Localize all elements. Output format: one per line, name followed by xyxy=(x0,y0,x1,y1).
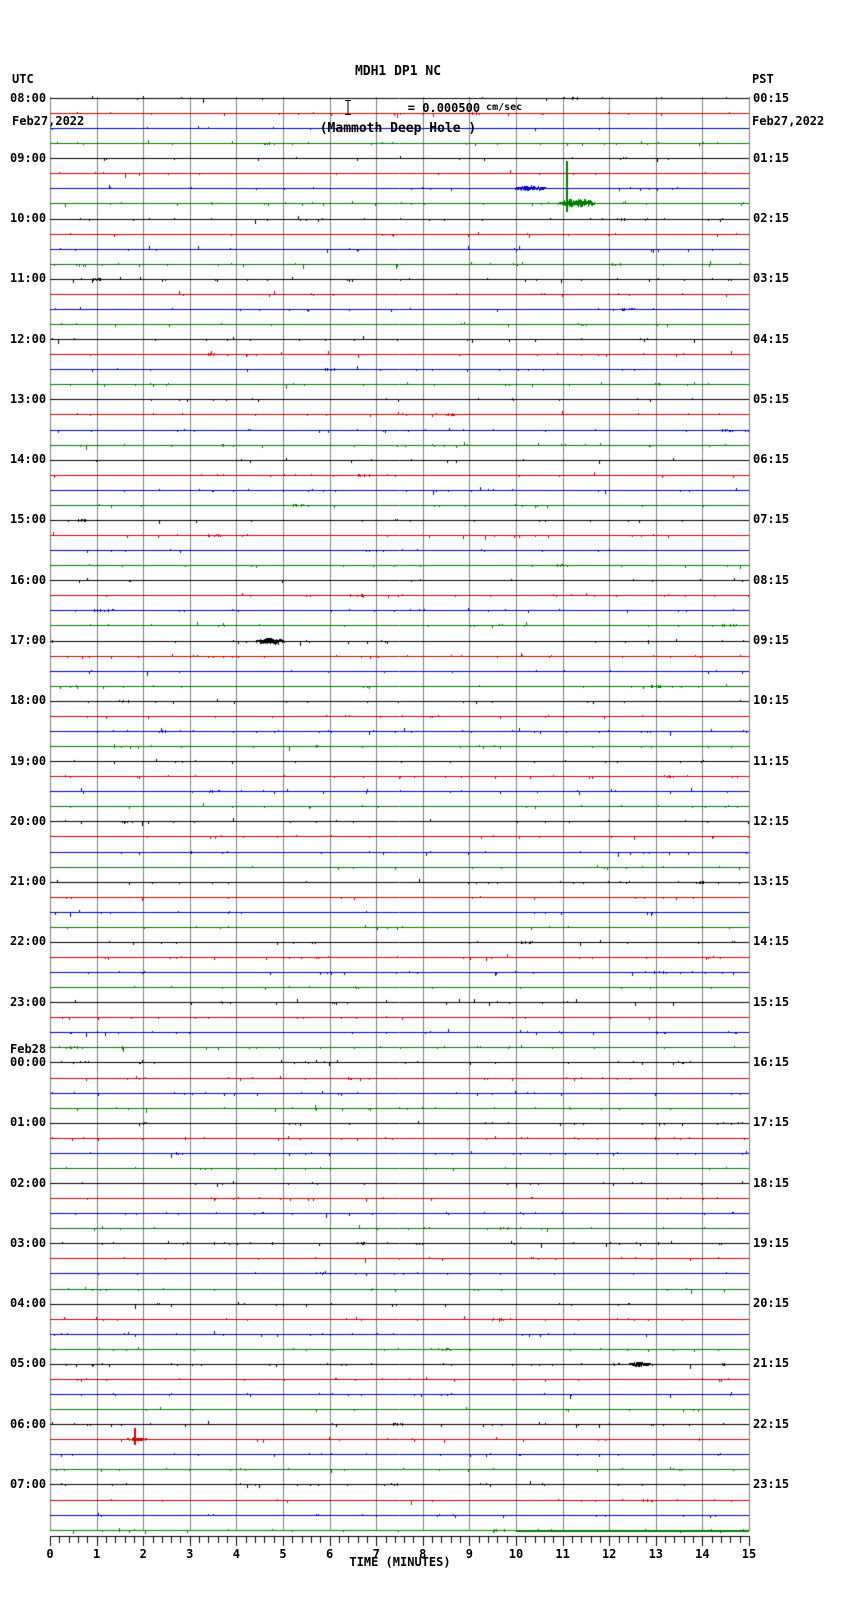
utc-hour-label: 15:00 xyxy=(10,512,47,527)
x-tick-label: 14 xyxy=(695,1547,710,1561)
utc-hour-label: 02:00 xyxy=(10,1175,47,1190)
x-tick-label: 3 xyxy=(186,1547,194,1561)
x-tick-label: 7 xyxy=(372,1547,380,1561)
utc-hour-label: 13:00 xyxy=(10,391,47,406)
pst-hour-label: 19:15 xyxy=(753,1235,790,1250)
x-axis-title: TIME (MINUTES) xyxy=(349,1555,451,1569)
header-scale: = 0.000500 cm/sec xyxy=(344,62,522,153)
pst-hour-label: 00:15 xyxy=(753,90,790,105)
utc-hour-label: 05:00 xyxy=(10,1356,47,1371)
pst-hour-label: 13:15 xyxy=(753,874,790,889)
pst-date-label: Feb27,2022 xyxy=(752,114,825,128)
utc-date-label: Feb27,2022 xyxy=(12,114,85,128)
pst-hour-label: 17:15 xyxy=(753,1115,790,1130)
utc-hour-label: 21:00 xyxy=(10,874,47,889)
pst-hour-label: 09:15 xyxy=(753,633,790,648)
utc-hour-label: 20:00 xyxy=(10,813,47,828)
pst-hour-label: 16:15 xyxy=(753,1054,790,1069)
x-tick-label: 2 xyxy=(139,1547,147,1561)
footer-scale-line: = 0.000500 cm/sec = 224 microvolts xyxy=(5,1588,348,1613)
utc-hour-label: 19:00 xyxy=(10,753,47,768)
x-tick-label: 11 xyxy=(555,1547,570,1561)
pst-hour-label: 23:15 xyxy=(753,1476,790,1491)
x-tick-label: 5 xyxy=(279,1547,287,1561)
pst-hour-label: 03:15 xyxy=(753,271,790,286)
utc-hour-label: 23:00 xyxy=(10,994,47,1009)
utc-hour-label: 11:00 xyxy=(10,271,47,286)
utc-hour-label: 07:00 xyxy=(10,1476,47,1491)
pst-hour-label: 14:15 xyxy=(753,934,790,949)
utc-hour-label: 08:00 xyxy=(10,90,47,105)
x-tick-label: 6 xyxy=(325,1547,334,1561)
pst-timezone-label: PST xyxy=(752,72,774,86)
utc-hour-label: 16:00 xyxy=(10,572,47,587)
scale-ibeam-icon xyxy=(344,62,402,153)
pst-hour-label: 22:15 xyxy=(753,1416,790,1431)
footer-ibeam-icon xyxy=(50,1588,90,1613)
pst-hour-label: 01:15 xyxy=(753,150,790,165)
scale-unit: cm/sec xyxy=(486,102,523,113)
pst-hour-label: 10:15 xyxy=(753,693,790,708)
x-tick-label: 8 xyxy=(419,1547,427,1561)
page-title: MDH1 DP1 NC xyxy=(354,64,442,79)
utc-hour-label: 17:00 xyxy=(10,633,47,648)
utc-hour-label: 22:00 xyxy=(10,934,47,949)
pst-hour-label: 20:15 xyxy=(753,1296,790,1311)
utc-hour-label: 18:00 xyxy=(10,693,47,708)
pst-hour-label: 11:15 xyxy=(753,753,790,768)
header-pst: PST Feb27,2022 xyxy=(752,44,824,156)
waveform-icon xyxy=(5,1591,45,1613)
utc-hour-label: 01:00 xyxy=(10,1115,47,1130)
x-tick-label: 12 xyxy=(601,1547,617,1561)
utc-hour-label: 06:00 xyxy=(10,1416,47,1431)
x-tick-label: 10 xyxy=(508,1547,524,1561)
pst-hour-label: 06:15 xyxy=(753,452,790,467)
header-center: MDH1 DP1 NC (Mammoth Deep Hole ) xyxy=(0,24,796,176)
utc-hour-label: 09:00 xyxy=(10,150,47,165)
header-utc: UTC Feb27,2022 xyxy=(12,44,84,156)
pst-hour-label: 02:15 xyxy=(753,211,790,226)
pst-hour-label: 12:15 xyxy=(753,813,790,828)
pst-hour-label: 08:15 xyxy=(753,572,790,587)
pst-hour-label: 05:15 xyxy=(753,391,790,406)
x-tick-label: 13 xyxy=(648,1547,664,1561)
utc-hour-label: 12:00 xyxy=(10,331,47,346)
pst-hour-label: 18:15 xyxy=(753,1175,790,1190)
utc-hour-label: Feb28 00:00 xyxy=(10,1041,47,1069)
utc-hour-label: 10:00 xyxy=(10,211,47,226)
pst-hour-label: 15:15 xyxy=(753,994,790,1009)
pst-hour-label: 04:15 xyxy=(753,331,790,346)
utc-hour-label: 04:00 xyxy=(10,1296,47,1311)
x-tick-label: 4 xyxy=(232,1547,241,1561)
x-tick-label: 1 xyxy=(92,1547,101,1561)
pst-hour-label: 21:15 xyxy=(753,1356,790,1371)
x-tick-label: 9 xyxy=(465,1547,474,1561)
utc-timezone-label: UTC xyxy=(12,72,34,86)
utc-hour-label: 14:00 xyxy=(10,452,47,467)
x-tick-label: 15 xyxy=(741,1547,757,1561)
page-subtitle: (Mammoth Deep Hole ) xyxy=(319,121,477,136)
scale-value: = 0.000500 xyxy=(407,100,481,115)
x-tick-label: 0 xyxy=(46,1547,54,1561)
pst-hour-label: 07:15 xyxy=(753,512,790,527)
utc-hour-label: 03:00 xyxy=(10,1235,47,1250)
